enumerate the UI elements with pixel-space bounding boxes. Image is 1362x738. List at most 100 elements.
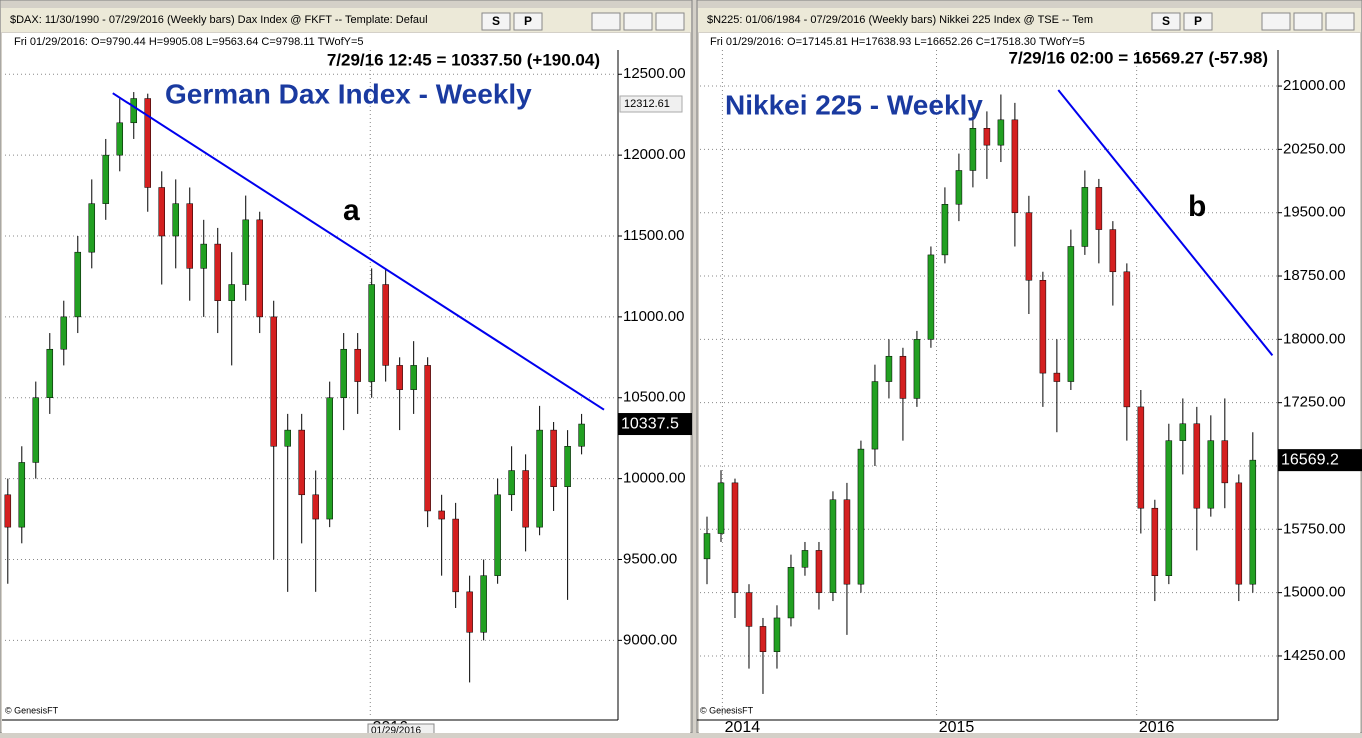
price-tag: 10337.5 (621, 415, 679, 432)
candle-body (438, 510, 445, 520)
candle-body (508, 470, 515, 496)
candle-body (186, 203, 193, 269)
candle-body (522, 470, 529, 528)
candle-body (18, 462, 26, 528)
candle-body (801, 550, 809, 568)
price-tag-box (1278, 449, 1362, 472)
toolbar-button-label[interactable]: P (1194, 14, 1202, 28)
y-tick-label: 15000.00 (1283, 584, 1346, 601)
toolbar-button[interactable] (1183, 12, 1213, 31)
candle-body (983, 128, 991, 146)
candle-body (1123, 271, 1131, 408)
candle-body (773, 617, 781, 652)
y-tick-label: 18000.00 (1283, 330, 1346, 347)
window-close-button[interactable] (655, 12, 685, 31)
candle-body (843, 499, 851, 585)
candle-body (270, 316, 277, 447)
candle-body (340, 348, 347, 398)
candle-body (1165, 440, 1173, 576)
candle-body (815, 550, 823, 593)
candle-body (885, 355, 893, 382)
chart-window: $DAX: 11/30/1990 - 07/29/2016 (Weekly ba… (0, 0, 693, 737)
toolbar-button-label[interactable]: S (492, 14, 500, 28)
y-tick-label: 10500.00 (623, 389, 686, 406)
candle-body (564, 446, 571, 487)
candle-body (1207, 440, 1215, 509)
date-tab: 01/29/2016 (371, 726, 421, 733)
candle-body (1151, 507, 1159, 576)
info-line: Fri 01/29/2016: O=17145.81 H=17638.93 L=… (710, 36, 1085, 48)
window-title: $DAX: 11/30/1990 - 07/29/2016 (Weekly ba… (10, 14, 428, 26)
candle-body (1053, 372, 1061, 382)
candle-body (60, 316, 68, 350)
chart-window: $N225: 01/06/1984 - 07/29/2016 (Weekly b… (696, 0, 1362, 736)
candle-body (298, 429, 305, 496)
y-tick-label: 10000.00 (623, 470, 686, 487)
y-tick-label: 9500.00 (623, 550, 677, 567)
y-tick-label: 12000.00 (623, 146, 686, 163)
toolbar-button-label[interactable]: S (1162, 14, 1170, 28)
candle-body (578, 423, 585, 447)
y-tick-label: 11000.00 (623, 308, 684, 325)
candle-body (1109, 229, 1117, 273)
window-max-button[interactable] (623, 12, 653, 31)
candle-body (32, 397, 40, 463)
candle-body (144, 98, 152, 188)
toolbar-button[interactable] (1151, 12, 1181, 31)
y-tick-label: 15750.00 (1283, 520, 1346, 537)
candle-body (899, 355, 907, 399)
title-bar (698, 8, 1361, 32)
window-close-button[interactable] (1325, 12, 1355, 31)
candle-body (200, 243, 207, 269)
candle-body (312, 494, 319, 520)
quote: 7/29/16 12:45 = 10337.50 (+190.04) (327, 50, 600, 69)
window-max-button[interactable] (1293, 12, 1323, 31)
candle-body (494, 494, 501, 576)
watermark: © GenesisFT (700, 705, 754, 715)
y-tick-label: 12500.00 (623, 65, 686, 82)
marker-label-box (619, 95, 683, 113)
candle-body (284, 429, 291, 447)
candle-body (550, 429, 557, 487)
price-tag-box (618, 413, 692, 436)
window-min-button[interactable] (1261, 12, 1291, 31)
candle-body (242, 219, 249, 285)
candle-body (1067, 246, 1075, 382)
candle-body (913, 339, 921, 399)
window-min-button[interactable] (591, 12, 621, 31)
candle-body (759, 626, 767, 652)
candle-body (88, 203, 96, 253)
annotation: a (343, 194, 360, 227)
candle-body (4, 494, 12, 528)
y-tick-label: 17250.00 (1283, 394, 1346, 411)
candle-body (424, 365, 431, 512)
candle-body (46, 348, 54, 398)
candle-body (941, 204, 949, 256)
candle-body (871, 381, 879, 450)
candle-body (745, 592, 753, 627)
toolbar-button[interactable] (481, 12, 511, 31)
candle-body (731, 482, 739, 593)
candle-body (1235, 482, 1243, 585)
trend-line (1057, 89, 1274, 357)
chart-title: German Dax Index - Weekly (165, 78, 532, 109)
candle-body (997, 119, 1005, 146)
title-bar (1, 8, 691, 32)
candle-body (326, 397, 333, 520)
candle-body (857, 448, 865, 585)
candle-body (1039, 279, 1047, 374)
candle-body (452, 518, 459, 593)
marker-label: 12312.61 (624, 98, 670, 110)
candle-body (1095, 187, 1103, 230)
candle-body (536, 429, 543, 528)
quote: 7/29/16 02:00 = 16569.27 (-57.98) (1009, 48, 1268, 67)
toolbar-button-label[interactable]: P (524, 14, 532, 28)
candle-body (1011, 119, 1019, 213)
toolbar-button[interactable] (513, 12, 543, 31)
trend-line (112, 92, 605, 411)
candle-body (1221, 440, 1229, 484)
candle-body (703, 533, 711, 560)
candle-body (955, 170, 963, 205)
info-line: Fri 01/29/2016: O=9790.44 H=9905.08 L=95… (14, 36, 364, 48)
